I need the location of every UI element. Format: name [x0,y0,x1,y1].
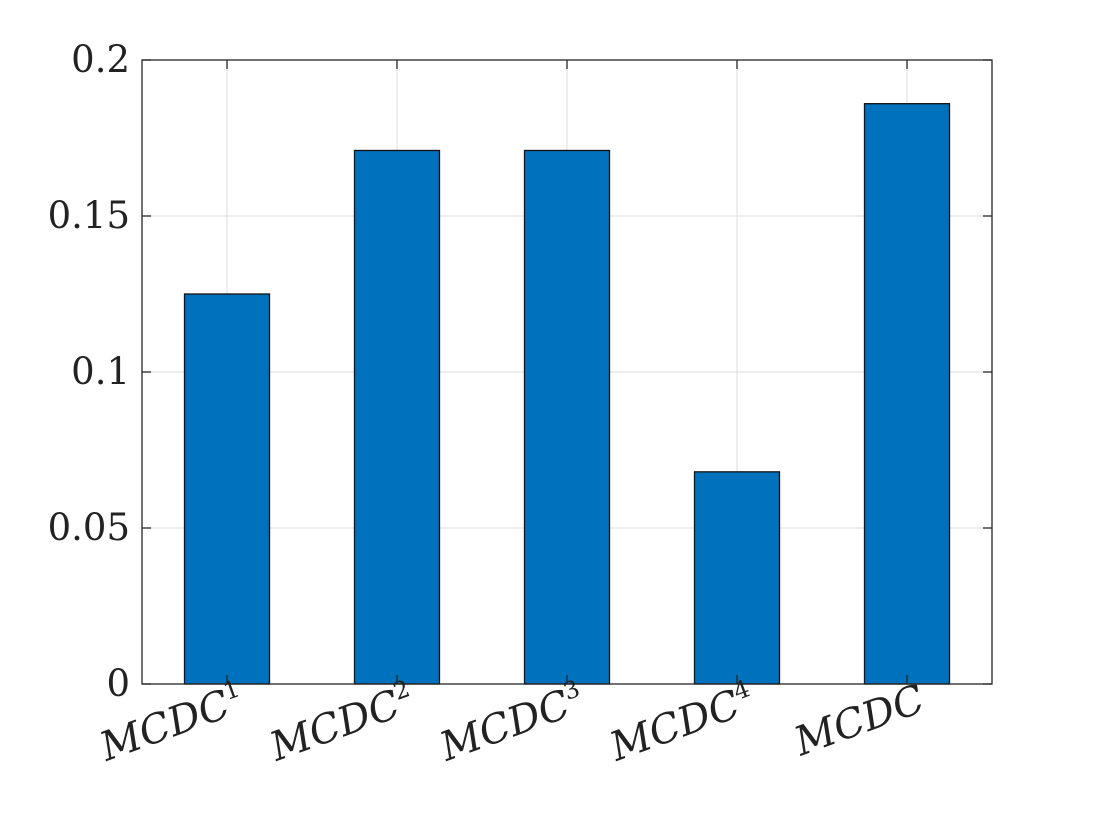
y-tick-labels: 0 0.05 0.1 0.15 0.2 [48,38,130,705]
bar-1 [183,293,271,685]
bars [183,103,951,685]
y-tick-label: 0.05 [48,506,130,549]
axis-ticks [142,59,992,685]
x-category-label: MCDC3 [433,674,591,771]
x-category-label: MCDC [788,676,931,765]
x-tick-labels: MCDC1 MCDC2 MCDC3 MCDC4 MCDC [93,674,931,771]
y-tick-label: 0 [106,662,130,705]
bar-3 [523,149,611,685]
bar-5 [863,103,951,685]
x-category-label: MCDC2 [263,674,421,771]
y-tick-label: 0.15 [48,194,130,237]
x-category-label: MCDC4 [603,674,761,771]
y-tick-label: 0.1 [71,350,130,393]
y-tick-label: 0.2 [71,38,130,81]
bar-2 [353,149,441,685]
bar-4 [693,471,781,685]
